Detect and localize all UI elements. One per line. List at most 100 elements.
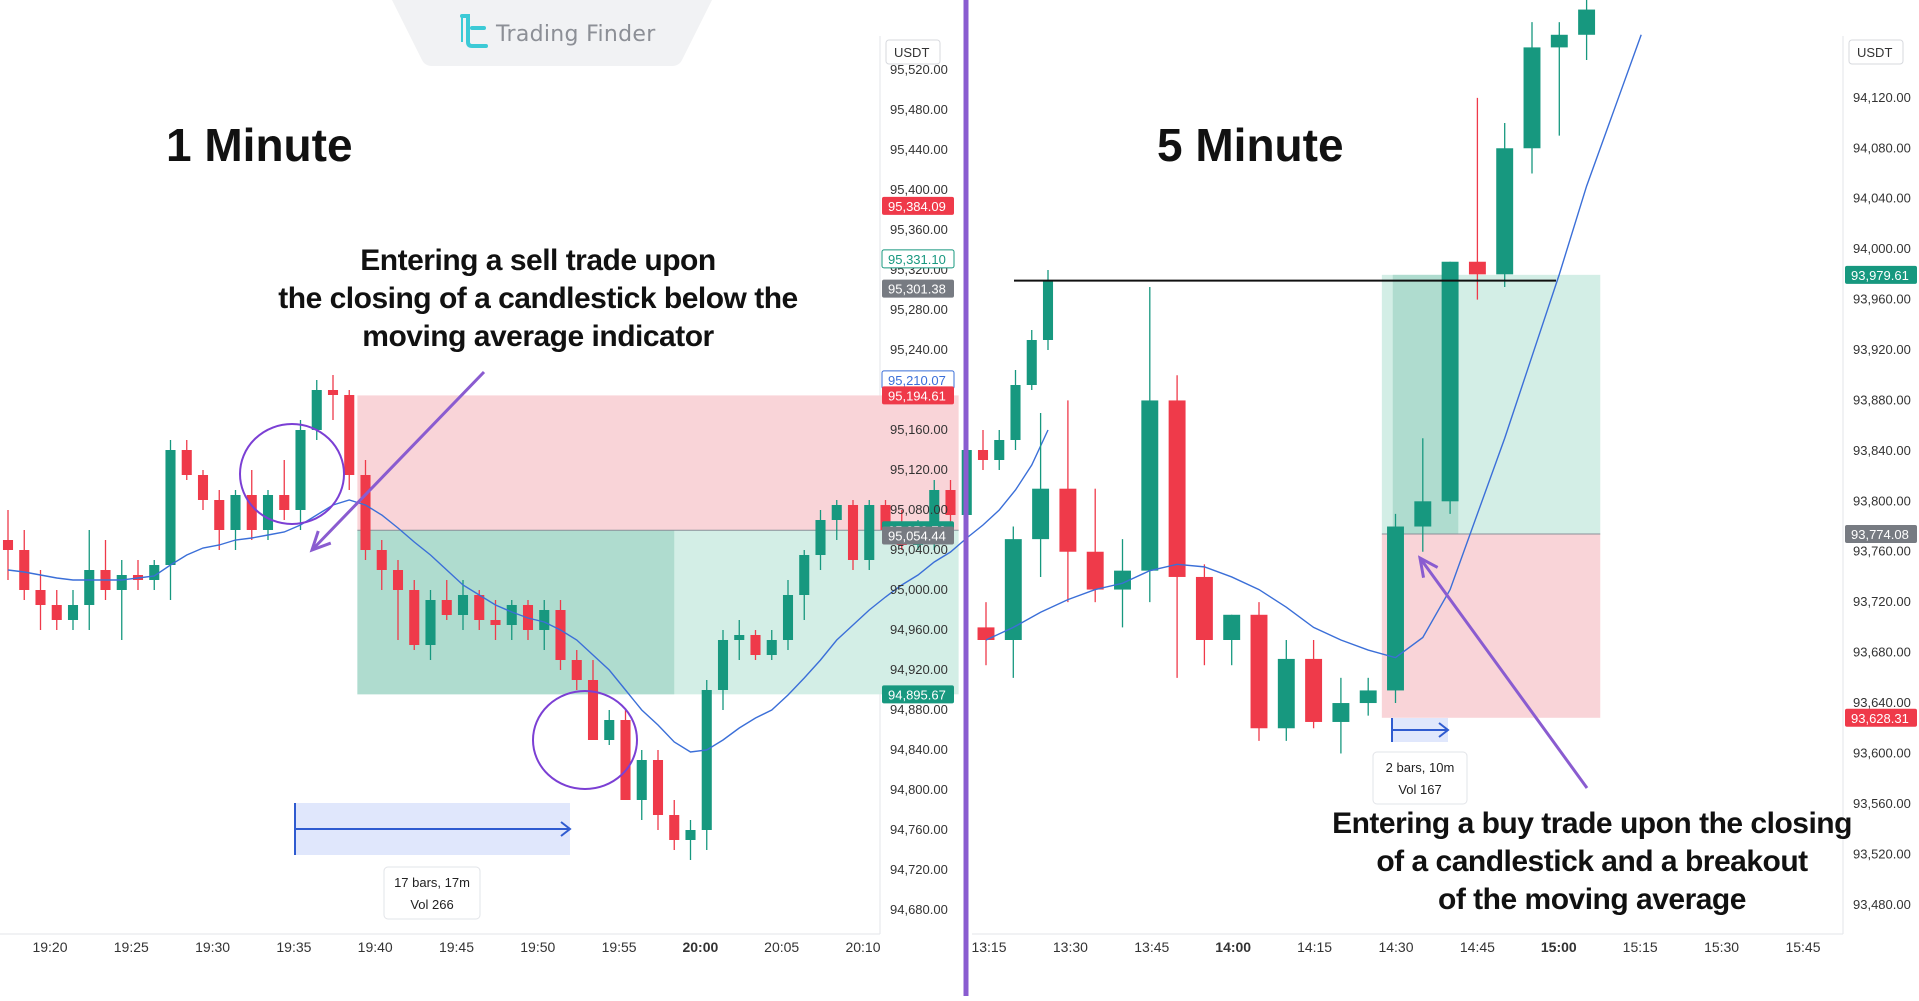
left-candle xyxy=(376,540,387,590)
left-candle-body xyxy=(409,590,420,645)
left-candle xyxy=(571,650,582,690)
right-price-tag-box xyxy=(1845,524,1917,543)
left-candle-body xyxy=(149,565,160,580)
left-y-tick: 95,360.00 xyxy=(890,222,948,237)
left-y-tick: 94,880.00 xyxy=(890,702,948,717)
left-candle xyxy=(149,560,160,590)
right-candle xyxy=(1468,97,1486,300)
left-candle-body xyxy=(587,680,599,740)
left-candle-body xyxy=(864,505,875,560)
left-measure-arrowhead xyxy=(560,821,572,837)
right-candle-body xyxy=(1004,539,1022,640)
left-candle-body xyxy=(344,395,355,475)
right-candle-body xyxy=(1223,614,1241,640)
right-y-tick: 93,760.00 xyxy=(1853,544,1911,559)
left-candle xyxy=(864,500,875,570)
left-candle xyxy=(262,490,274,540)
left-candle-body xyxy=(116,575,127,590)
left-candle xyxy=(392,560,404,640)
left-candle-body xyxy=(457,595,469,615)
left-candle-body xyxy=(35,590,46,605)
right-annotation-line: of a candlestick and a breakout xyxy=(1376,845,1808,878)
left-price-tag-box xyxy=(882,279,954,298)
right-y-tick: 93,960.00 xyxy=(1853,292,1911,307)
left-x-tick: 19:20 xyxy=(32,939,67,955)
brand-tab-shape xyxy=(392,0,712,66)
left-candle-body xyxy=(230,495,241,530)
right-measure-bars-label: 2 bars, 10m xyxy=(1386,760,1455,775)
right-x-tick: 14:30 xyxy=(1378,939,1413,955)
left-price-tag: 95,210.07 xyxy=(881,370,955,390)
right-candle xyxy=(1387,513,1404,704)
left-candle-body xyxy=(539,610,550,630)
right-candle xyxy=(1496,123,1514,287)
left-moving-average-line xyxy=(7,429,1049,753)
left-candle-body xyxy=(197,475,209,500)
right-annotation-arrowhead xyxy=(1417,555,1439,578)
left-y-tick: 94,920.00 xyxy=(890,662,948,677)
right-candle-body xyxy=(1468,261,1486,275)
left-candle-body xyxy=(490,620,501,625)
left-annotation-arrow xyxy=(310,370,486,552)
left-candle xyxy=(51,590,62,630)
right-candle-body xyxy=(1141,400,1159,571)
left-candle xyxy=(620,710,631,800)
right-candle xyxy=(977,602,995,666)
right-y-tick: 93,640.00 xyxy=(1853,695,1911,710)
left-candle-body xyxy=(165,450,176,565)
right-candle xyxy=(1359,677,1377,716)
right-y-tick: 93,600.00 xyxy=(1853,745,1911,760)
left-y-tick: 94,800.00 xyxy=(890,782,948,797)
left-candle xyxy=(441,580,452,620)
right-measure-arrowhead xyxy=(1438,722,1450,738)
right-candle xyxy=(1250,602,1268,741)
right-price-tag: 93,628.31 xyxy=(1845,708,1917,727)
left-candle-body xyxy=(84,570,95,605)
right-price-axis-bg xyxy=(1843,36,1919,950)
right-x-tick: 14:15 xyxy=(1297,939,1332,955)
right-moving-average-line xyxy=(985,34,1642,659)
right-y-tick: 93,720.00 xyxy=(1853,594,1911,609)
left-candle xyxy=(506,600,517,640)
right-price-tag: 93,774.08 xyxy=(1845,524,1917,543)
right-candle-body xyxy=(1387,526,1404,691)
left-candle-body xyxy=(977,450,989,460)
left-candle-body xyxy=(1042,280,1054,340)
left-candle xyxy=(279,460,290,520)
left-price-tag-label: 94,895.67 xyxy=(888,687,946,702)
left-candle-body xyxy=(669,815,680,840)
left-candle-body xyxy=(295,430,306,510)
left-candle xyxy=(701,680,712,850)
left-y-tick: 95,160.00 xyxy=(890,422,948,437)
left-y-tick: 95,080.00 xyxy=(890,502,948,517)
right-measure-label-box xyxy=(1372,751,1468,805)
right-annotation-line: of the moving average xyxy=(1438,883,1746,916)
left-price-tag-box xyxy=(882,526,954,545)
left-y-tick: 95,000.00 xyxy=(890,582,948,597)
left-candle-body xyxy=(571,660,582,680)
left-price-tag-label: 95,301.38 xyxy=(888,282,946,297)
right-x-tick: 13:30 xyxy=(1053,939,1088,955)
left-candle-body xyxy=(734,635,745,640)
left-candle-body xyxy=(246,495,257,530)
left-candle-body xyxy=(360,475,371,550)
right-candle xyxy=(1305,640,1323,729)
left-candle-body xyxy=(392,570,404,590)
left-candle-body xyxy=(1026,340,1037,385)
right-candle xyxy=(1277,640,1295,741)
left-price-tag-label: 95,194.61 xyxy=(888,388,946,403)
left-candle xyxy=(831,500,842,540)
left-candle-body xyxy=(620,720,631,800)
left-y-tick: 95,520.00 xyxy=(890,62,948,77)
left-candle-body xyxy=(311,390,322,430)
right-candle-body xyxy=(1578,9,1596,35)
right-candle-body xyxy=(1195,576,1213,640)
right-price-tag-label: 93,628.31 xyxy=(1851,711,1909,726)
left-annotation-line: moving average indicator xyxy=(362,320,714,353)
right-y-tick: 94,120.00 xyxy=(1853,90,1911,105)
left-candle xyxy=(555,600,566,670)
left-candle-body xyxy=(750,635,761,655)
left-candle-body xyxy=(799,555,810,595)
left-price-tag: 95,331.10 xyxy=(881,249,955,269)
